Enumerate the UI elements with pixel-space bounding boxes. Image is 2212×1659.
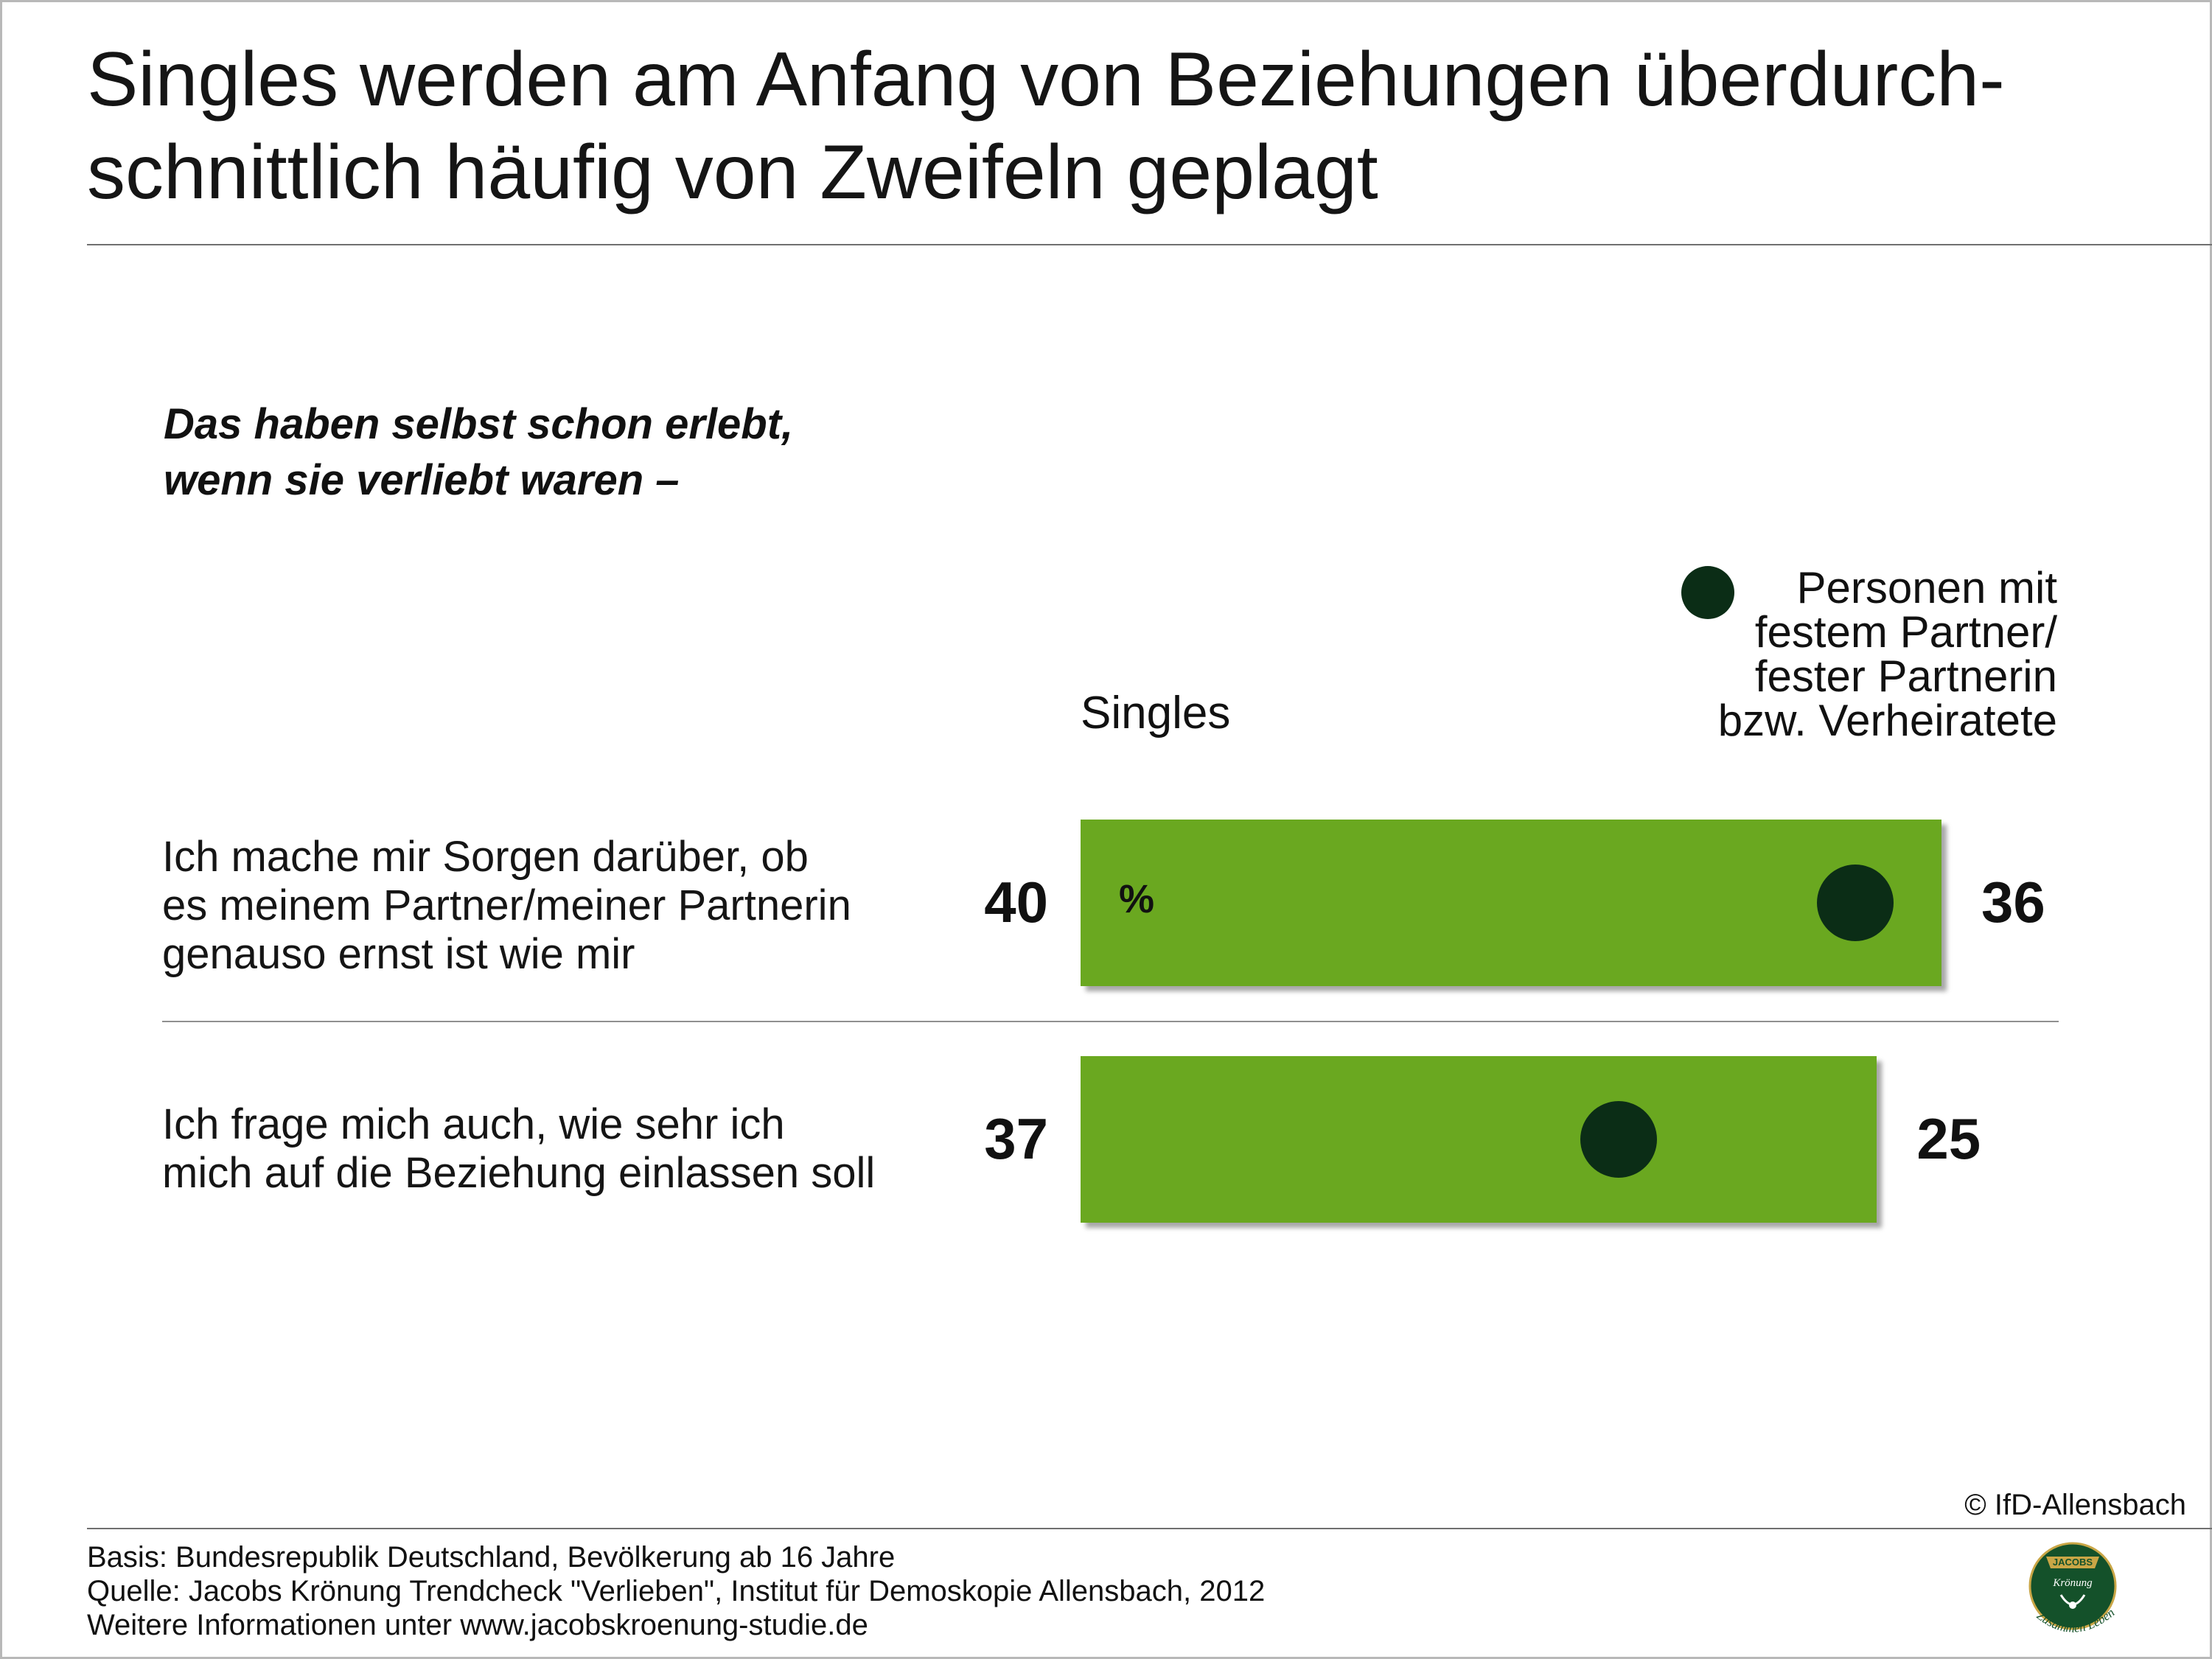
singles-value-label: 40	[984, 870, 1048, 935]
row-label-line: Ich frage mich auch, wie sehr ich	[162, 1100, 785, 1148]
row-label-line: mich auf die Beziehung einlassen soll	[162, 1149, 876, 1197]
legend-partner-line-1: Personen mit	[1796, 563, 2058, 612]
row-label: Ich mache mir Sorgen darüber, ob es meine…	[162, 833, 851, 979]
legend-partner-line-3: fester Partnerin	[1754, 652, 2057, 701]
info-note: Weitere Informationen unter www.jacobskr…	[87, 1609, 868, 1641]
jacobs-kroenung-logo: JACOBS Krönung Zusammen Leben	[2028, 1542, 2117, 1635]
partner-dot	[1580, 1101, 1657, 1178]
question-line-1: Das haben selbst schon erlebt,	[164, 400, 794, 448]
chart-title: Singles werden am Anfang von Beziehungen…	[87, 33, 2173, 219]
singles-bar	[1081, 1056, 1877, 1223]
question-text: Das haben selbst schon erlebt, wenn sie …	[164, 397, 793, 509]
row-label-line: Ich mache mir Sorgen darüber, ob	[162, 833, 809, 881]
title-line-2: schnittlich häufig von Zweifeln geplagt	[87, 130, 1378, 215]
footer-rule	[87, 1528, 2212, 1529]
legend-singles-label: Singles	[1081, 688, 1231, 738]
row-label-line: es meinem Partner/meiner Partnerin	[162, 881, 851, 929]
partner-dot	[1817, 865, 1894, 941]
row-label-line: genauso ernst ist wie mir	[162, 930, 635, 978]
singles-value-label: 37	[984, 1106, 1048, 1171]
source-note: Quelle: Jacobs Krönung Trendcheck "Verli…	[87, 1575, 1266, 1607]
copyright-note: © IfD-Allensbach	[1964, 1489, 2186, 1521]
partner-value-label: 25	[1916, 1106, 1981, 1171]
partner-value-label: 36	[1981, 870, 2045, 935]
title-line-1: Singles werden am Anfang von Beziehungen…	[87, 37, 2005, 122]
percent-unit-label: %	[1119, 877, 1155, 921]
legend-partner-label: Personen mit festem Partner/ fester Part…	[1718, 566, 2057, 743]
question-line-2: wenn sie verliebt waren –	[164, 456, 680, 504]
basis-note: Basis: Bundesrepublik Deutschland, Bevöl…	[87, 1541, 896, 1574]
legend-partner-line-4: bzw. Verheiratete	[1717, 696, 2057, 745]
legend-partner-dot	[1681, 566, 1734, 619]
source-notes: Basis: Bundesrepublik Deutschland, Bevöl…	[87, 1540, 1265, 1642]
title-rule	[87, 244, 2212, 245]
svg-text:JACOBS: JACOBS	[2053, 1557, 2093, 1568]
row-divider	[162, 1021, 2059, 1022]
legend-partner-line-2: festem Partner/	[1754, 607, 2057, 657]
svg-text:Krönung: Krönung	[2052, 1577, 2093, 1589]
row-label: Ich frage mich auch, wie sehr ich mich au…	[162, 1100, 875, 1198]
singles-bar	[1081, 820, 1941, 986]
